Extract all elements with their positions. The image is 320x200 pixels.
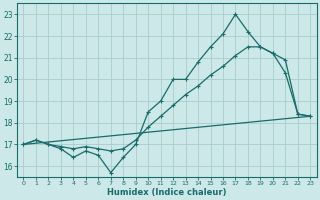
X-axis label: Humidex (Indice chaleur): Humidex (Indice chaleur) [107, 188, 227, 197]
